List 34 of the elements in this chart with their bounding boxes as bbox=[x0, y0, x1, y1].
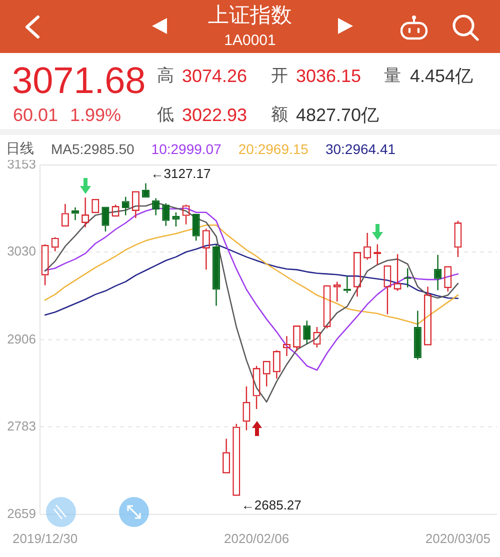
x-tick-label: 2020/03/05 bbox=[425, 530, 491, 546]
text: 3074.26 bbox=[182, 66, 248, 86]
text: 3036.15 bbox=[296, 66, 362, 86]
y-tick-label: 2783 bbox=[7, 418, 36, 434]
text: 量 bbox=[384, 66, 401, 85]
y-tick-label: 3030 bbox=[7, 244, 36, 259]
annotation: ←2685.27 bbox=[241, 497, 302, 512]
candlestick bbox=[172, 212, 180, 228]
candlestick bbox=[212, 244, 220, 306]
text: 60.01 bbox=[13, 105, 58, 125]
x-tick-label: 2020/02/06 bbox=[224, 530, 290, 546]
text: 3022.93 bbox=[182, 105, 248, 125]
chart-title: 上证指数 bbox=[207, 3, 293, 29]
text: 4827.70亿 bbox=[296, 105, 380, 125]
candlestick bbox=[71, 206, 80, 221]
text: 3071.68 bbox=[12, 60, 146, 101]
chart-subtitle: 1A0001 bbox=[223, 32, 277, 50]
text: 开 bbox=[271, 66, 288, 85]
text: 高 bbox=[157, 66, 174, 85]
text: 低 bbox=[157, 105, 174, 124]
text: 20:2969.15 bbox=[238, 141, 308, 157]
text: 额 bbox=[271, 105, 288, 124]
text: 30:2964.41 bbox=[325, 141, 396, 157]
text: 1.99% bbox=[70, 105, 122, 125]
x-tick-label: 2019/12/30 bbox=[12, 530, 78, 546]
candlestick bbox=[414, 310, 422, 360]
y-tick-label: 2659 bbox=[7, 506, 36, 521]
y-tick-label: 2906 bbox=[7, 331, 36, 346]
text: MA5:2985.50 bbox=[51, 141, 134, 157]
legend-title: 日线 bbox=[6, 140, 34, 158]
candlestick bbox=[303, 320, 311, 345]
text: 10:2999.07 bbox=[151, 141, 222, 157]
text: 4.454亿 bbox=[410, 66, 474, 86]
annotation: ←3127.17 bbox=[150, 166, 211, 181]
